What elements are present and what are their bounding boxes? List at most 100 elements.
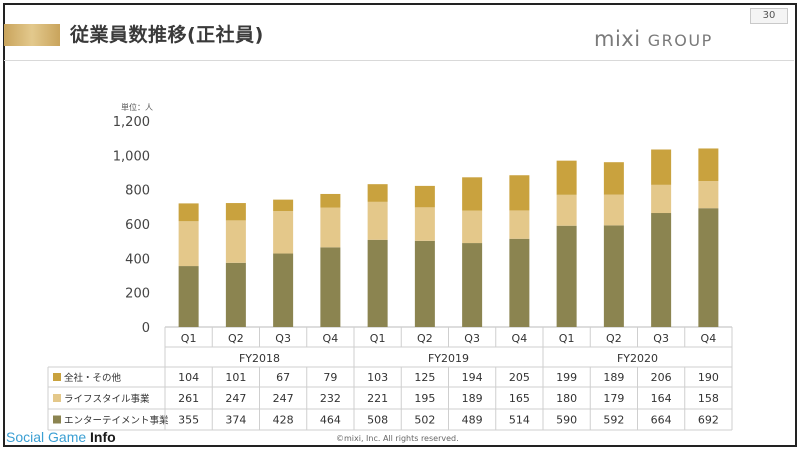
legend-swatch xyxy=(53,394,61,402)
bar-segment xyxy=(273,199,294,212)
copyright-text: ©mixi, Inc. All rights reserved. xyxy=(336,434,459,443)
y-tick-label: 600 xyxy=(125,218,150,233)
bar-segment xyxy=(603,162,624,195)
brand-light-text: Social Game xyxy=(6,429,91,445)
x-tick-label: Q3 xyxy=(464,332,480,345)
x-tick-label: Q3 xyxy=(275,332,291,345)
bar-segment xyxy=(509,210,530,239)
x-tick-label: Q3 xyxy=(653,332,669,345)
x-tick-label: Q1 xyxy=(559,332,575,345)
x-tick-label: Q4 xyxy=(701,332,717,345)
data-label: 195 xyxy=(414,392,435,405)
bar-segment xyxy=(462,177,483,211)
data-label: 590 xyxy=(556,414,577,427)
y-tick-label: 0 xyxy=(142,321,150,336)
data-label: 103 xyxy=(367,371,388,384)
bar-segment xyxy=(320,247,341,327)
bar-segment xyxy=(225,262,246,327)
bar-segment xyxy=(367,239,388,327)
y-tick-label: 800 xyxy=(125,184,150,199)
data-label: 165 xyxy=(509,392,530,405)
data-label: 158 xyxy=(698,392,719,405)
data-label: 374 xyxy=(225,414,246,427)
data-label: 247 xyxy=(273,392,294,405)
data-label: 101 xyxy=(225,371,246,384)
bar-segment xyxy=(651,149,672,185)
x-tick-label: Q1 xyxy=(181,332,197,345)
unit-label: 単位：人 xyxy=(121,102,153,112)
data-label: 67 xyxy=(276,371,290,384)
y-tick-label: 400 xyxy=(125,252,150,267)
brand-bold-text: Info xyxy=(90,429,116,445)
data-label: 164 xyxy=(651,392,672,405)
data-label: 261 xyxy=(178,392,199,405)
bar-segment xyxy=(509,238,530,327)
data-label: 592 xyxy=(603,414,624,427)
x-tick-label: Q2 xyxy=(228,332,244,345)
data-label: 221 xyxy=(367,392,388,405)
logo-main-text: mixi xyxy=(594,27,641,51)
bar-segment xyxy=(556,225,577,327)
x-tick-label: Q1 xyxy=(370,332,386,345)
legend-label: ライフスタイル事業 xyxy=(64,393,150,405)
x-tick-label: Q4 xyxy=(512,332,528,345)
bar-segment xyxy=(367,184,388,202)
bar-segment xyxy=(320,207,341,248)
data-label: 206 xyxy=(651,371,672,384)
fiscal-year-label: FY2018 xyxy=(239,352,280,365)
data-label: 189 xyxy=(462,392,483,405)
legend-label: 全社・その他 xyxy=(64,372,122,384)
bar-segment xyxy=(509,175,530,211)
title-accent-bar xyxy=(4,24,60,46)
x-tick-label: Q4 xyxy=(323,332,339,345)
data-label: 247 xyxy=(225,392,246,405)
data-label: 464 xyxy=(320,414,341,427)
bar-segment xyxy=(273,253,294,327)
title-divider xyxy=(4,60,794,61)
bar-segment xyxy=(320,193,341,208)
logo-sub-text: GROUP xyxy=(647,31,713,50)
bar-segment xyxy=(603,194,624,226)
data-label: 489 xyxy=(462,414,483,427)
data-label: 194 xyxy=(462,371,483,384)
bar-segment xyxy=(651,184,672,214)
x-tick-label: Q2 xyxy=(417,332,433,345)
page-number: 30 xyxy=(750,8,788,24)
bar-segment xyxy=(225,220,246,263)
bar-segment xyxy=(556,194,577,226)
data-label: 355 xyxy=(178,414,199,427)
data-label: 190 xyxy=(698,371,719,384)
bar-segment xyxy=(414,240,435,327)
bar-segment xyxy=(698,181,719,209)
bar-segment xyxy=(462,210,483,244)
bar-segment xyxy=(414,185,435,208)
data-label: 692 xyxy=(698,414,719,427)
bar-segment xyxy=(225,203,246,221)
bar-segment xyxy=(414,207,435,241)
data-label: 180 xyxy=(556,392,577,405)
fiscal-year-label: FY2019 xyxy=(428,352,469,365)
bar-segment xyxy=(651,213,672,327)
fiscal-year-label: FY2020 xyxy=(617,352,658,365)
data-label: 125 xyxy=(414,371,435,384)
y-tick-label: 1,000 xyxy=(113,149,150,164)
legend-label: エンターテイメント事業 xyxy=(64,415,169,427)
data-label: 502 xyxy=(414,414,435,427)
data-label: 514 xyxy=(509,414,530,427)
bar-segment xyxy=(367,201,388,240)
data-label: 664 xyxy=(651,414,672,427)
mixi-group-logo: mixi GROUP xyxy=(594,27,713,51)
bar-segment xyxy=(462,243,483,327)
data-label: 104 xyxy=(178,371,199,384)
bar-segment xyxy=(273,211,294,254)
bar-segment xyxy=(556,160,577,195)
data-label: 189 xyxy=(603,371,624,384)
y-tick-label: 200 xyxy=(125,287,150,302)
x-tick-label: Q2 xyxy=(606,332,622,345)
bar-segment xyxy=(178,266,199,327)
data-label: 205 xyxy=(509,371,530,384)
bar-segment xyxy=(603,225,624,327)
data-label: 199 xyxy=(556,371,577,384)
y-tick-label: 1,200 xyxy=(113,115,150,130)
